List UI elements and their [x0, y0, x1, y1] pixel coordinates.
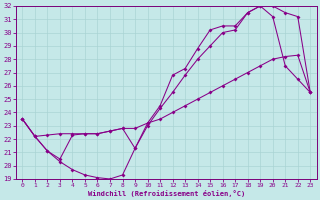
X-axis label: Windchill (Refroidissement éolien,°C): Windchill (Refroidissement éolien,°C)	[88, 190, 245, 197]
